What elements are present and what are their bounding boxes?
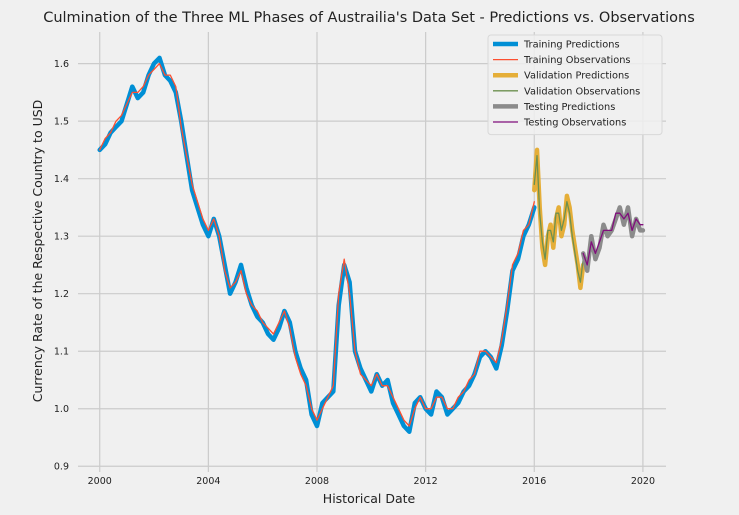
x-tick-label: 2008 [305, 476, 329, 487]
chart-title: Culmination of the Three ML Phases of Au… [43, 10, 695, 26]
series-line-training-observations [99, 62, 535, 427]
x-tick-label: 2000 [88, 476, 112, 487]
series-layer [97, 55, 646, 434]
x-tick-label: 2016 [522, 476, 546, 487]
tick-labels: 2000 2004 2008 2012 2016 2020 0.9 1.0 1.1 1.2 1.3 1… [54, 59, 655, 487]
legend-box [487, 34, 663, 136]
y-tick-label: 1.3 [54, 232, 69, 243]
x-axis-label: Historical Date [323, 491, 416, 506]
y-tick-label: 1.0 [54, 404, 69, 415]
legend-label: Testing Observations [523, 118, 626, 129]
grid [78, 32, 666, 472]
legend-label: Training Predictions [523, 40, 620, 51]
legend-label: Validation Observations [524, 86, 640, 97]
legend-label: Training Observations [523, 55, 631, 66]
series-line-validation-observations [533, 155, 584, 283]
series-line-validation-predictions [532, 147, 586, 291]
y-tick-label: 1.5 [54, 117, 69, 128]
legend: Training Predictions Training Observation… [487, 34, 663, 136]
x-tick-label: 2020 [631, 476, 655, 487]
x-tick-label: 2012 [414, 476, 438, 487]
legend-label: Testing Predictions [523, 102, 615, 113]
y-tick-label: 1.6 [54, 59, 69, 70]
y-tick-label: 1.2 [54, 289, 69, 300]
series-line-testing-observations [582, 212, 644, 266]
y-tick-label: 1.4 [54, 174, 69, 185]
y-axis-label: Currency Rate of the Respective Country … [30, 100, 45, 403]
legend-label: Validation Predictions [524, 71, 629, 82]
y-tick-label: 1.1 [54, 347, 69, 358]
y-tick-label: 0.9 [54, 462, 69, 473]
series-line-training-predictions [97, 55, 537, 434]
x-tick-label: 2004 [196, 476, 220, 487]
